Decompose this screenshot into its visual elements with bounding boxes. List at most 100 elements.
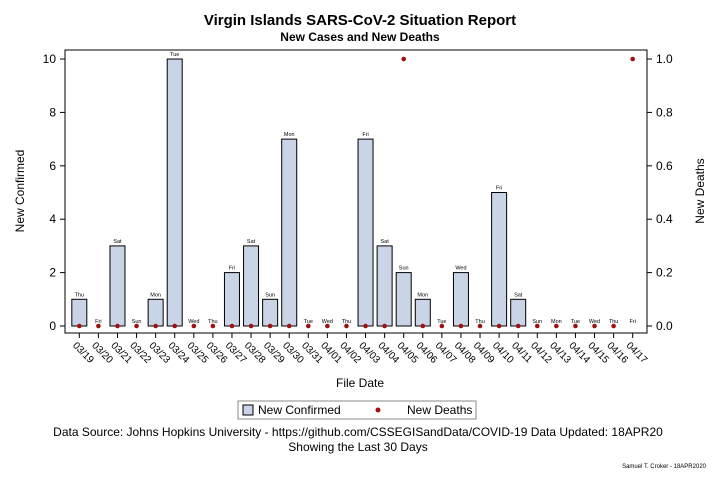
legend-dot-swatch [375, 407, 381, 413]
point-new-deaths [554, 323, 559, 329]
bar-new-confirmed [281, 138, 298, 327]
y-tick-label: 4 [49, 212, 56, 226]
death-dot-layer [77, 56, 635, 329]
legend-frame [237, 400, 477, 420]
weekday-label: Fri [362, 132, 368, 138]
weekday-label: Thu [475, 319, 484, 325]
data-source-note: Data Source: Johns Hopkins University - … [53, 425, 663, 439]
weekday-label: Tue [571, 319, 580, 325]
point-new-deaths [153, 323, 158, 329]
legend: New Confirmed New Deaths [237, 400, 477, 420]
point-new-deaths [382, 323, 387, 329]
weekday-label: Wed [188, 319, 199, 325]
weekday-label: Mon [150, 292, 161, 298]
bar-new-confirmed [414, 298, 431, 327]
x-tick-label: 04/17 [624, 340, 650, 366]
x-axis-label: File Date [336, 376, 384, 390]
point-new-deaths [401, 56, 407, 62]
y-tick-label: 2 [49, 266, 56, 280]
y-axis-label: New Confirmed [13, 150, 27, 233]
point-new-deaths [325, 323, 330, 329]
point-new-deaths [611, 323, 616, 329]
weekday-label: Wed [322, 319, 333, 325]
weekday-label: Wed [589, 319, 600, 325]
weekday-label: Sat [380, 239, 389, 245]
bar-new-confirmed [491, 192, 508, 327]
point-new-deaths [344, 323, 349, 329]
point-new-deaths [229, 323, 235, 329]
point-new-deaths [134, 323, 139, 329]
point-new-deaths [115, 323, 120, 329]
y2-tick-label: 0.2 [656, 266, 673, 280]
point-new-deaths [267, 323, 273, 329]
y-axis-right: 0.0 0.2 0.4 0.6 0.8 1.0 [647, 52, 673, 333]
weekday-label: Mon [551, 319, 562, 325]
y2-tick-label: 0.8 [656, 105, 673, 119]
chart-subtitle: New Cases and New Deaths [280, 30, 440, 44]
bar-new-confirmed [452, 272, 469, 327]
weekday-label: Fri [629, 319, 635, 325]
point-new-deaths [420, 323, 426, 329]
y-axis-left: 0 2 4 6 8 10 [43, 52, 65, 333]
point-new-deaths [630, 56, 635, 62]
x-tick-label: 04/11 [509, 340, 534, 365]
y-tick-label: 0 [49, 319, 56, 333]
weekday-label: Tue [304, 319, 313, 325]
point-new-deaths [210, 323, 216, 329]
bar-new-confirmed [243, 245, 260, 327]
weekday-label: Wed [455, 266, 466, 272]
weekday-label: Thu [75, 292, 84, 298]
point-new-deaths [592, 323, 597, 329]
bar-new-confirmed [147, 298, 164, 327]
weekday-label: Thu [208, 319, 217, 325]
bar-new-confirmed [262, 298, 279, 327]
bar-new-confirmed [395, 272, 412, 327]
bar-new-confirmed [109, 245, 126, 327]
weekday-label: Sun [132, 319, 142, 325]
weekday-label: Thu [342, 319, 351, 325]
point-new-deaths [305, 323, 311, 329]
weekday-label: Sat [514, 292, 523, 298]
y-tick-label: 8 [49, 105, 56, 119]
bar-new-confirmed [510, 298, 527, 327]
bar-new-confirmed [223, 272, 240, 327]
point-new-deaths [477, 323, 483, 329]
weekday-label: Fri [229, 266, 235, 272]
weekday-label: Sun [532, 319, 542, 325]
weekday-label: Mon [284, 132, 295, 138]
legend-label-confirmed: New Confirmed [258, 403, 341, 417]
point-new-deaths [363, 323, 368, 329]
y2-tick-label: 1.0 [656, 52, 673, 66]
weekday-label: Sun [399, 266, 409, 272]
y2-tick-label: 0.4 [656, 212, 673, 226]
y-tick-label: 10 [43, 52, 57, 66]
point-new-deaths [248, 323, 254, 329]
weekday-label: Sat [247, 239, 256, 245]
point-new-deaths [458, 323, 464, 329]
bar-new-confirmed [71, 298, 88, 327]
y-tick-label: 6 [49, 159, 56, 173]
author-credit: Samuel T. Croker - 18APR2020 [622, 464, 707, 470]
weekday-label: Thu [609, 319, 618, 325]
point-new-deaths [534, 323, 540, 329]
point-new-deaths [191, 323, 197, 329]
bar-new-confirmed [376, 245, 393, 327]
weekday-label: Fri [496, 186, 502, 192]
weekday-label: Tue [170, 52, 179, 58]
point-new-deaths [172, 323, 178, 329]
point-new-deaths [96, 323, 101, 329]
weekday-label: Tue [437, 319, 446, 325]
point-new-deaths [573, 323, 578, 329]
point-new-deaths [439, 323, 445, 329]
point-new-deaths [515, 323, 521, 329]
y2-axis-label: New Deaths [693, 158, 707, 223]
weekday-label: Fri [95, 319, 101, 325]
weekday-label: Sun [265, 292, 275, 298]
y2-tick-label: 0.0 [656, 319, 673, 333]
y2-tick-label: 0.6 [656, 159, 673, 173]
x-axis: 03/1903/2003/2103/2203/2303/2403/2503/26… [70, 333, 649, 366]
chart-title: Virgin Islands SARS-CoV-2 Situation Repo… [204, 12, 516, 29]
point-new-deaths [496, 323, 502, 329]
